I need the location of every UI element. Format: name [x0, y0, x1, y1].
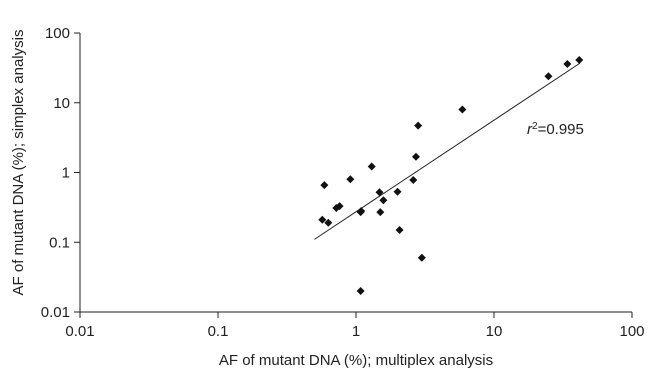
data-point — [393, 187, 402, 196]
y-tick-label: 1 — [62, 165, 70, 182]
data-point — [458, 105, 467, 114]
r-superscript: 2 — [532, 121, 538, 132]
r-symbol: r — [527, 121, 533, 138]
data-point — [324, 218, 333, 227]
data-point — [357, 207, 366, 216]
x-tick-label: 100 — [619, 323, 644, 340]
data-point — [409, 176, 418, 185]
data-point — [376, 208, 385, 217]
x-tick-label: 0.01 — [65, 323, 94, 340]
data-point — [379, 196, 388, 205]
data-point — [320, 181, 329, 190]
x-axis: 0.01 0.1 1 10 100 — [65, 311, 645, 340]
y-tick-label: 0.1 — [49, 234, 70, 251]
y-tick-label: 0.01 — [41, 304, 70, 321]
trendline-group — [314, 62, 581, 240]
data-point — [375, 188, 384, 197]
x-axis-title: AF of mutant DNA (%); multiplex analysis — [219, 352, 493, 369]
trendline — [314, 62, 581, 240]
data-point — [563, 59, 572, 68]
data-point — [417, 253, 426, 262]
data-point — [335, 202, 344, 211]
plot-area: 0.01 0.1 1 10 100 0.01 0.1 1 10 100 — [41, 25, 645, 340]
r-squared-annotation: r2=0.995 — [527, 121, 584, 139]
data-point — [395, 225, 404, 234]
y-axis-title: AF of mutant DNA (%); simplex analysis — [10, 30, 27, 296]
y-tick-label: 10 — [53, 95, 70, 112]
x-tick-label: 10 — [486, 323, 503, 340]
data-point — [318, 215, 327, 224]
data-point — [575, 56, 584, 65]
data-points — [318, 56, 584, 296]
x-tick-label: 1 — [352, 323, 360, 340]
data-point — [356, 287, 365, 296]
data-point — [346, 175, 355, 184]
data-point — [367, 162, 376, 171]
y-axis: 0.01 0.1 1 10 100 — [41, 25, 81, 321]
x-tick-label: 0.1 — [208, 323, 229, 340]
y-tick-label: 100 — [45, 25, 70, 42]
data-point — [414, 121, 423, 130]
r-value: =0.995 — [538, 121, 584, 138]
data-point — [411, 152, 420, 161]
data-point — [544, 72, 553, 81]
